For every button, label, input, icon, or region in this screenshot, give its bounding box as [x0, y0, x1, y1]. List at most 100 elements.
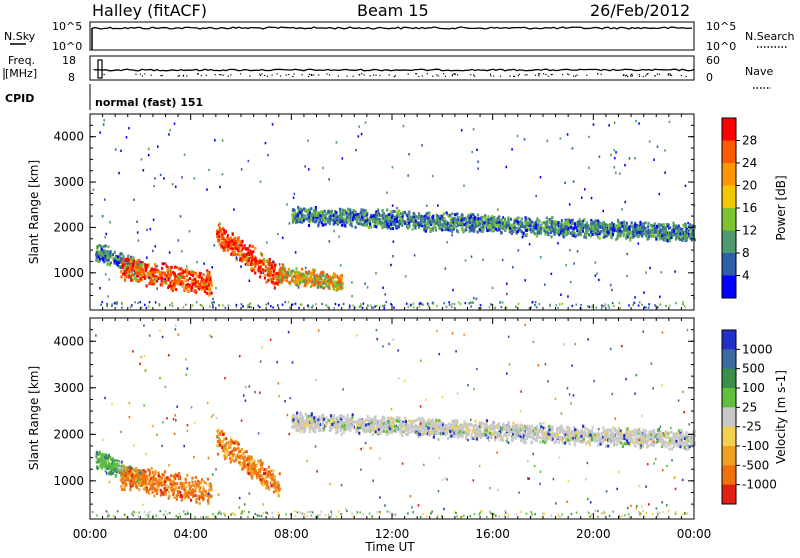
heatmap-cell [663, 233, 665, 236]
heatmap-cell [573, 180, 575, 182]
heatmap-cell [362, 307, 364, 309]
nave-point [573, 75, 574, 76]
heatmap-cell [148, 305, 150, 307]
heatmap-cell [584, 188, 586, 190]
heatmap-cell [164, 490, 166, 493]
heatmap-cell [595, 274, 597, 276]
heatmap-cell [296, 220, 298, 223]
heatmap-cell [195, 476, 197, 479]
heatmap-cell [201, 305, 203, 307]
heatmap-cell [535, 221, 537, 224]
nave-point [389, 74, 390, 75]
heatmap-cell [250, 263, 252, 266]
heatmap-cell [490, 218, 492, 221]
heatmap-cell [381, 209, 383, 212]
heatmap-cell [248, 472, 250, 475]
heatmap-cell [145, 267, 147, 270]
heatmap-cell [449, 222, 451, 225]
nave-point [627, 76, 628, 77]
heatmap-cell [610, 231, 612, 234]
heatmap-cell [159, 304, 161, 306]
heatmap-cell [596, 272, 598, 274]
heatmap-cell [546, 228, 548, 231]
heatmap-cell [234, 253, 236, 256]
nave-point [375, 74, 376, 75]
heatmap-cell [671, 230, 673, 233]
heatmap-cell [273, 469, 275, 472]
heatmap-cell [473, 297, 475, 299]
heatmap-cell [142, 270, 144, 273]
heatmap-cell [261, 462, 263, 465]
nave-point [151, 75, 152, 76]
heatmap-cell [482, 259, 484, 261]
heatmap-cell [241, 303, 243, 305]
heatmap-cell [105, 233, 107, 235]
heatmap-cell [398, 209, 400, 212]
heatmap-cell [611, 236, 613, 239]
heatmap-cell [623, 227, 625, 230]
heatmap-cell [304, 273, 306, 276]
nave-point [668, 73, 669, 74]
heatmap-cell [507, 221, 509, 223]
heatmap-cell [307, 304, 309, 306]
freq-series [94, 69, 694, 71]
heatmap-cell [233, 208, 235, 210]
heatmap-cell [593, 224, 595, 227]
heatmap-cell [331, 219, 333, 222]
heatmap-cell [280, 267, 282, 270]
heatmap-cell [403, 125, 405, 127]
heatmap-cell [248, 457, 250, 460]
heatmap-cell [618, 224, 620, 227]
heatmap-cell [110, 463, 112, 466]
heatmap-cell [689, 229, 691, 232]
nave-point [292, 76, 293, 77]
heatmap-cell [268, 472, 270, 475]
heatmap-cell [109, 467, 111, 470]
heatmap-cell [635, 233, 637, 236]
heatmap-cell [145, 269, 147, 272]
heatmap-cell [220, 430, 222, 433]
heatmap-cell [511, 148, 513, 150]
heatmap-cell [647, 231, 649, 234]
heatmap-cell [621, 208, 623, 210]
heatmap-cell [549, 221, 551, 224]
heatmap-cell [451, 306, 453, 308]
heatmap-cell [526, 229, 528, 232]
heatmap-cell [624, 164, 626, 166]
heatmap-cell [335, 211, 337, 214]
heatmap-cell [628, 236, 630, 239]
heatmap-cell [436, 214, 438, 217]
heatmap-cell [222, 173, 224, 175]
heatmap-cell [675, 227, 677, 230]
heatmap-cell [249, 303, 251, 305]
heatmap-cell [98, 255, 100, 257]
heatmap-cell [487, 220, 489, 223]
heatmap-cell [477, 213, 479, 216]
heatmap-cell [569, 203, 571, 205]
heatmap-cell [271, 484, 273, 487]
heatmap-cell [421, 144, 423, 146]
heatmap-cell [402, 211, 404, 214]
heatmap-cell [373, 214, 375, 217]
heatmap-cell [180, 282, 182, 285]
nave-point [525, 74, 526, 75]
nave-point [373, 74, 374, 75]
heatmap-cell [166, 476, 168, 479]
heatmap-cell [177, 490, 179, 493]
nave-point [535, 75, 536, 76]
nave-point [369, 75, 370, 76]
colorbar-tick-label: 12 [742, 224, 757, 238]
colorbar-tick-label: 8 [742, 246, 750, 260]
heatmap-cell [267, 262, 269, 265]
heatmap-cell [98, 460, 100, 463]
heatmap-cell [445, 221, 447, 224]
heatmap-cell [552, 220, 554, 223]
heatmap-cell [452, 289, 454, 291]
heatmap-cell [99, 131, 101, 133]
heatmap-cell [303, 280, 305, 283]
heatmap-cell [579, 223, 581, 226]
heatmap-cell [529, 243, 531, 245]
heatmap-cell [352, 304, 354, 306]
nave-point [272, 74, 273, 75]
